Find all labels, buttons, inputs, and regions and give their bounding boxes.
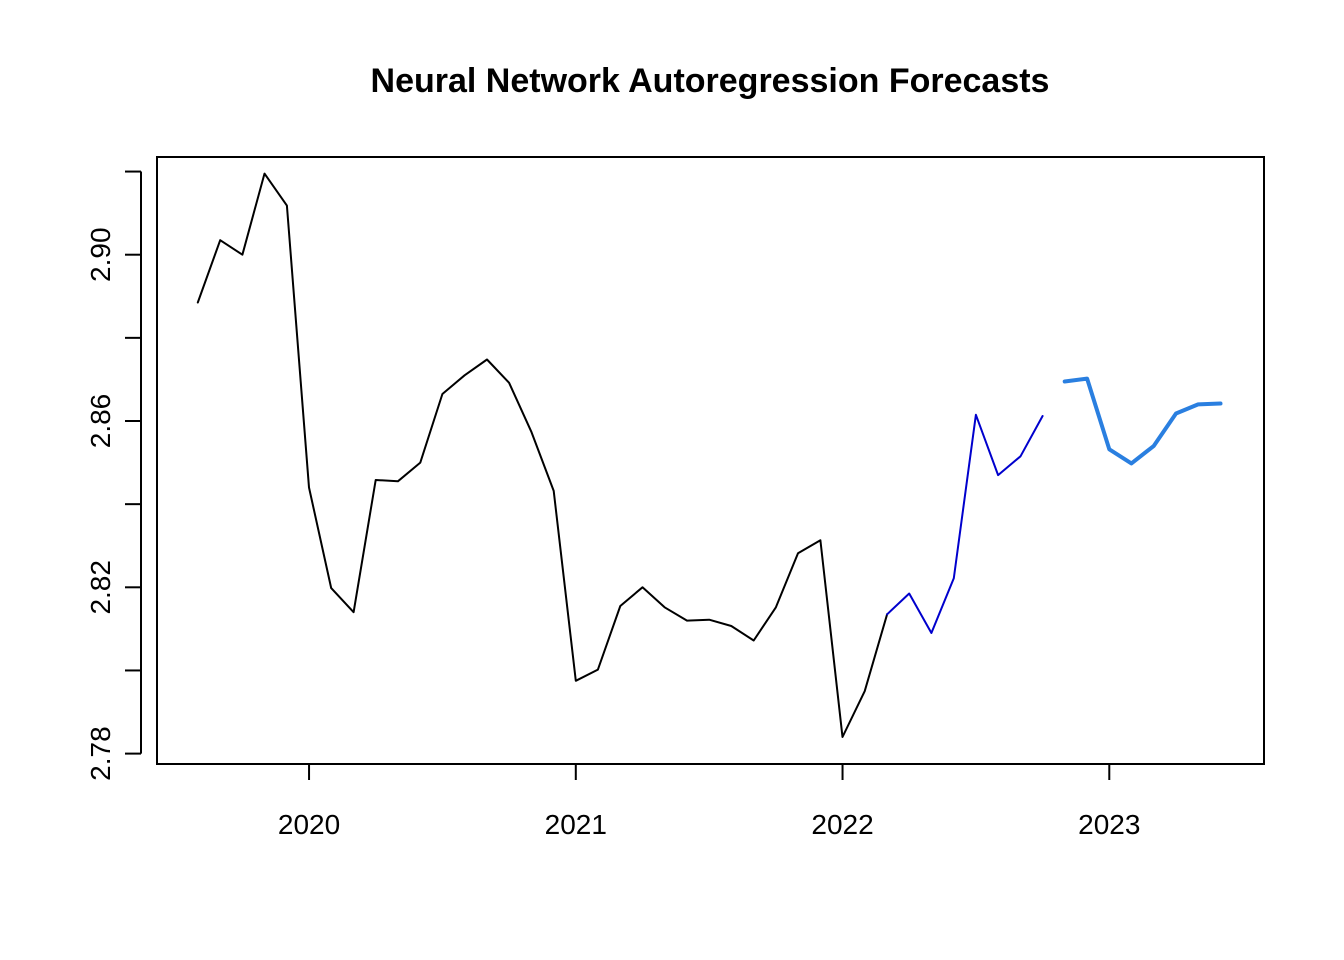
x-tick-label: 2023: [1078, 809, 1140, 840]
series-line-2: [886, 413, 1044, 634]
y-tick-label: 2.78: [85, 726, 116, 781]
x-axis: 2020 2021 2022 2023: [278, 763, 1140, 840]
x-tick-label: 2020: [278, 809, 340, 840]
series-line-1: [196, 172, 889, 738]
y-tick-label: 2.86: [85, 394, 116, 449]
y-axis: 2.78 2.82 2.86 2.90: [85, 170, 142, 781]
chart-title: Neural Network Autoregression Forecasts: [371, 62, 1050, 100]
y-tick-label: 2.90: [85, 227, 116, 282]
plot-area-frame: [156, 156, 1265, 765]
y-tick-label: 2.82: [85, 560, 116, 615]
series-line-3: [1062, 376, 1223, 466]
x-tick-label: 2021: [545, 809, 607, 840]
x-tick-label: 2022: [811, 809, 873, 840]
series-layer: [196, 172, 1223, 738]
